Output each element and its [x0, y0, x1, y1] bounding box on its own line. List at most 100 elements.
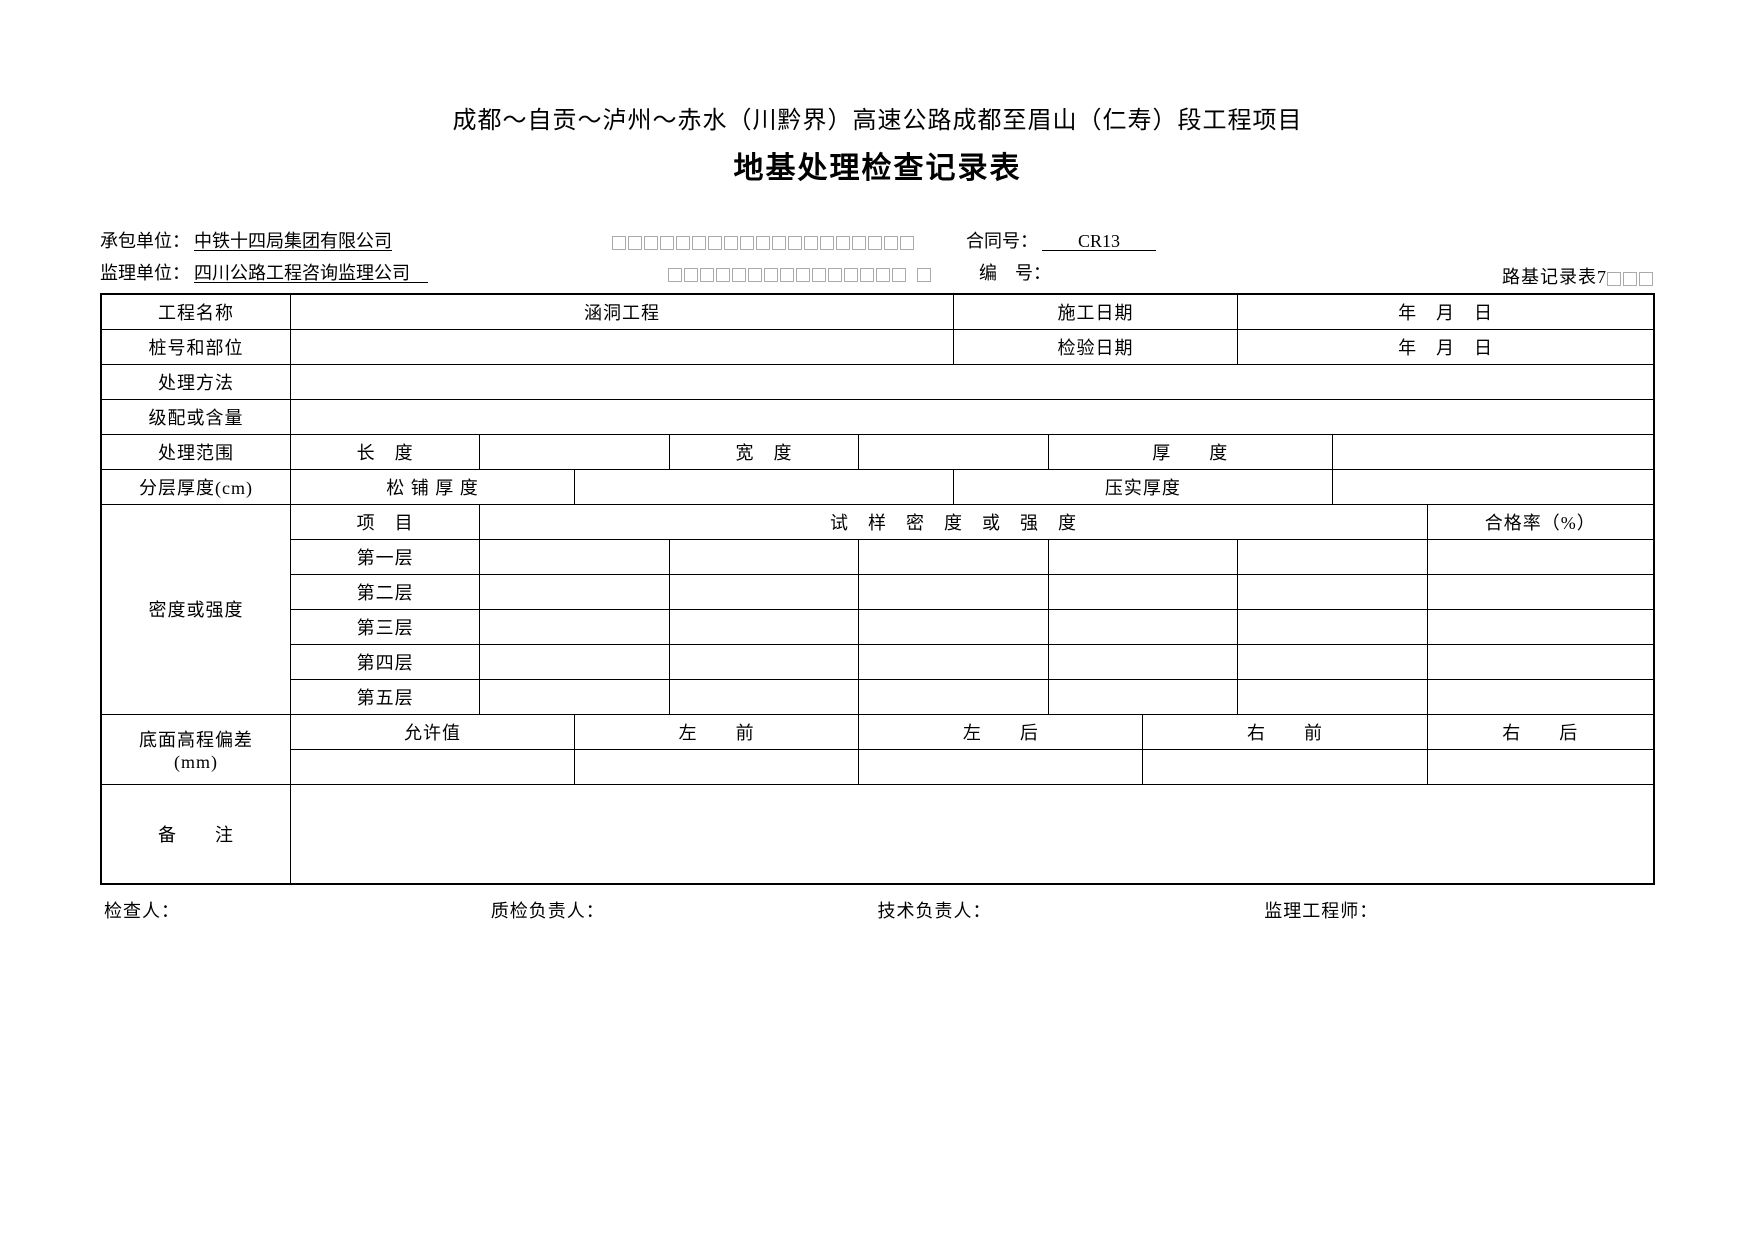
value-compact-thick[interactable] — [1332, 469, 1654, 504]
cell-l4-2[interactable] — [669, 644, 858, 679]
value-width[interactable] — [859, 434, 1048, 469]
label-allow: 允许值 — [290, 714, 574, 749]
meta-row-2: 监理单位： 四川公路工程咨询监理公司 编 号： — [100, 259, 1655, 285]
cell-l4-rate[interactable] — [1427, 644, 1654, 679]
title-block: 成都～自贡～泸州～赤水（川黔界）高速公路成都至眉山（仁寿）段工程项目 地基处理检… — [100, 100, 1655, 187]
cell-l5-2[interactable] — [669, 679, 858, 714]
row-grading: 级配或含量 — [101, 399, 1654, 434]
cell-l2-4[interactable] — [1048, 574, 1237, 609]
label-layer3: 第三层 — [290, 609, 479, 644]
cell-l4-1[interactable] — [480, 644, 669, 679]
cell-l2-3[interactable] — [859, 574, 1048, 609]
label-project-name: 工程名称 — [101, 294, 290, 329]
cell-l3-4[interactable] — [1048, 609, 1237, 644]
label-rr: 右 后 — [1427, 714, 1654, 749]
cell-l1-3[interactable] — [859, 539, 1048, 574]
label-length: 长 度 — [290, 434, 479, 469]
value-loose-thick[interactable] — [575, 469, 954, 504]
value-method[interactable] — [290, 364, 1654, 399]
cell-l1-1[interactable] — [480, 539, 669, 574]
filler-boxes-1 — [612, 231, 916, 252]
cell-l1-4[interactable] — [1048, 539, 1237, 574]
label-loose-thick: 松 铺 厚 度 — [290, 469, 574, 504]
label-compact-thick: 压实厚度 — [953, 469, 1332, 504]
page: 成都～自贡～泸州～赤水（川黔界）高速公路成都至眉山（仁寿）段工程项目 地基处理检… — [0, 0, 1755, 1241]
row-elev-labels: 底面高程偏差 (mm) 允许值 左 前 左 后 右 前 右 后 — [101, 714, 1654, 749]
value-allow[interactable] — [290, 749, 574, 784]
label-range: 处理范围 — [101, 434, 290, 469]
label-item: 项 目 — [290, 504, 479, 539]
cell-l2-rate[interactable] — [1427, 574, 1654, 609]
cell-l4-4[interactable] — [1048, 644, 1237, 679]
contractor-label: 承包单位： — [100, 227, 190, 253]
sig-supervisor: 监理工程师： — [1264, 897, 1651, 923]
label-method: 处理方法 — [101, 364, 290, 399]
cell-l3-rate[interactable] — [1427, 609, 1654, 644]
row-layer-thick: 分层厚度(cm) 松 铺 厚 度 压实厚度 — [101, 469, 1654, 504]
cell-l3-1[interactable] — [480, 609, 669, 644]
label-inspect-date: 检验日期 — [953, 329, 1237, 364]
label-lr: 左 后 — [859, 714, 1143, 749]
supervisor-value: 四川公路工程咨询监理公司 — [194, 259, 428, 285]
signature-row: 检查人： 质检负责人： 技术负责人： 监理工程师： — [100, 897, 1655, 923]
cell-l1-rate[interactable] — [1427, 539, 1654, 574]
serial-no-label: 编 号： — [979, 259, 1051, 285]
elev-unit-text: (mm) — [106, 752, 286, 773]
row-layer5: 第五层 — [101, 679, 1654, 714]
cell-l2-1[interactable] — [480, 574, 669, 609]
row-remark: 备 注 — [101, 784, 1654, 884]
value-rr[interactable] — [1427, 749, 1654, 784]
value-lr[interactable] — [859, 749, 1143, 784]
value-length[interactable] — [480, 434, 669, 469]
label-remark: 备 注 — [101, 784, 290, 884]
cell-l2-5[interactable] — [1238, 574, 1427, 609]
meta-block: 承包单位： 中铁十四局集团有限公司 合同号： CR13 监理单位： 四川公路工程… — [100, 227, 1655, 285]
cell-l1-2[interactable] — [669, 539, 858, 574]
row-stake: 桩号和部位 检验日期 年 月 日 — [101, 329, 1654, 364]
cell-l5-5[interactable] — [1238, 679, 1427, 714]
cell-l5-3[interactable] — [859, 679, 1048, 714]
table-code: 路基记录表7 — [1502, 263, 1655, 289]
label-lf: 左 前 — [575, 714, 859, 749]
cell-l2-2[interactable] — [669, 574, 858, 609]
label-rf: 右 前 — [1143, 714, 1427, 749]
row-layer2: 第二层 — [101, 574, 1654, 609]
label-density: 密度或强度 — [101, 504, 290, 714]
contract-no-label: 合同号： — [966, 227, 1038, 253]
label-layer1: 第一层 — [290, 539, 479, 574]
form-title: 地基处理检查记录表 — [100, 143, 1655, 187]
label-pass-rate: 合格率（%） — [1427, 504, 1654, 539]
value-grading[interactable] — [290, 399, 1654, 434]
supervisor-label: 监理单位： — [100, 259, 190, 285]
cell-l3-2[interactable] — [669, 609, 858, 644]
sig-tech: 技术负责人： — [878, 897, 1265, 923]
value-remark[interactable] — [290, 784, 1654, 884]
cell-l3-5[interactable] — [1238, 609, 1427, 644]
cell-l5-rate[interactable] — [1427, 679, 1654, 714]
row-layer4: 第四层 — [101, 644, 1654, 679]
sig-qc: 质检负责人： — [491, 897, 878, 923]
meta-row-1: 承包单位： 中铁十四局集团有限公司 合同号： CR13 — [100, 227, 1655, 253]
cell-l5-1[interactable] — [480, 679, 669, 714]
value-inspect-date: 年 月 日 — [1238, 329, 1654, 364]
label-sample-density: 试 样 密 度 或 强 度 — [480, 504, 1427, 539]
cell-l4-5[interactable] — [1238, 644, 1427, 679]
value-lf[interactable] — [575, 749, 859, 784]
cell-l3-3[interactable] — [859, 609, 1048, 644]
label-layer5: 第五层 — [290, 679, 479, 714]
value-rf[interactable] — [1143, 749, 1427, 784]
label-thickness: 厚 度 — [1048, 434, 1332, 469]
label-layer-thick: 分层厚度(cm) — [101, 469, 290, 504]
label-stake: 桩号和部位 — [101, 329, 290, 364]
contract-no-value: CR13 — [1042, 227, 1156, 253]
value-stake[interactable] — [290, 329, 953, 364]
row-layer1: 第一层 — [101, 539, 1654, 574]
cell-l5-4[interactable] — [1048, 679, 1237, 714]
table-code-text: 路基记录表7 — [1502, 267, 1607, 287]
label-grading: 级配或含量 — [101, 399, 290, 434]
cell-l1-5[interactable] — [1238, 539, 1427, 574]
value-thickness[interactable] — [1332, 434, 1654, 469]
cell-l4-3[interactable] — [859, 644, 1048, 679]
value-construct-date: 年 月 日 — [1238, 294, 1654, 329]
row-range: 处理范围 长 度 宽 度 厚 度 — [101, 434, 1654, 469]
